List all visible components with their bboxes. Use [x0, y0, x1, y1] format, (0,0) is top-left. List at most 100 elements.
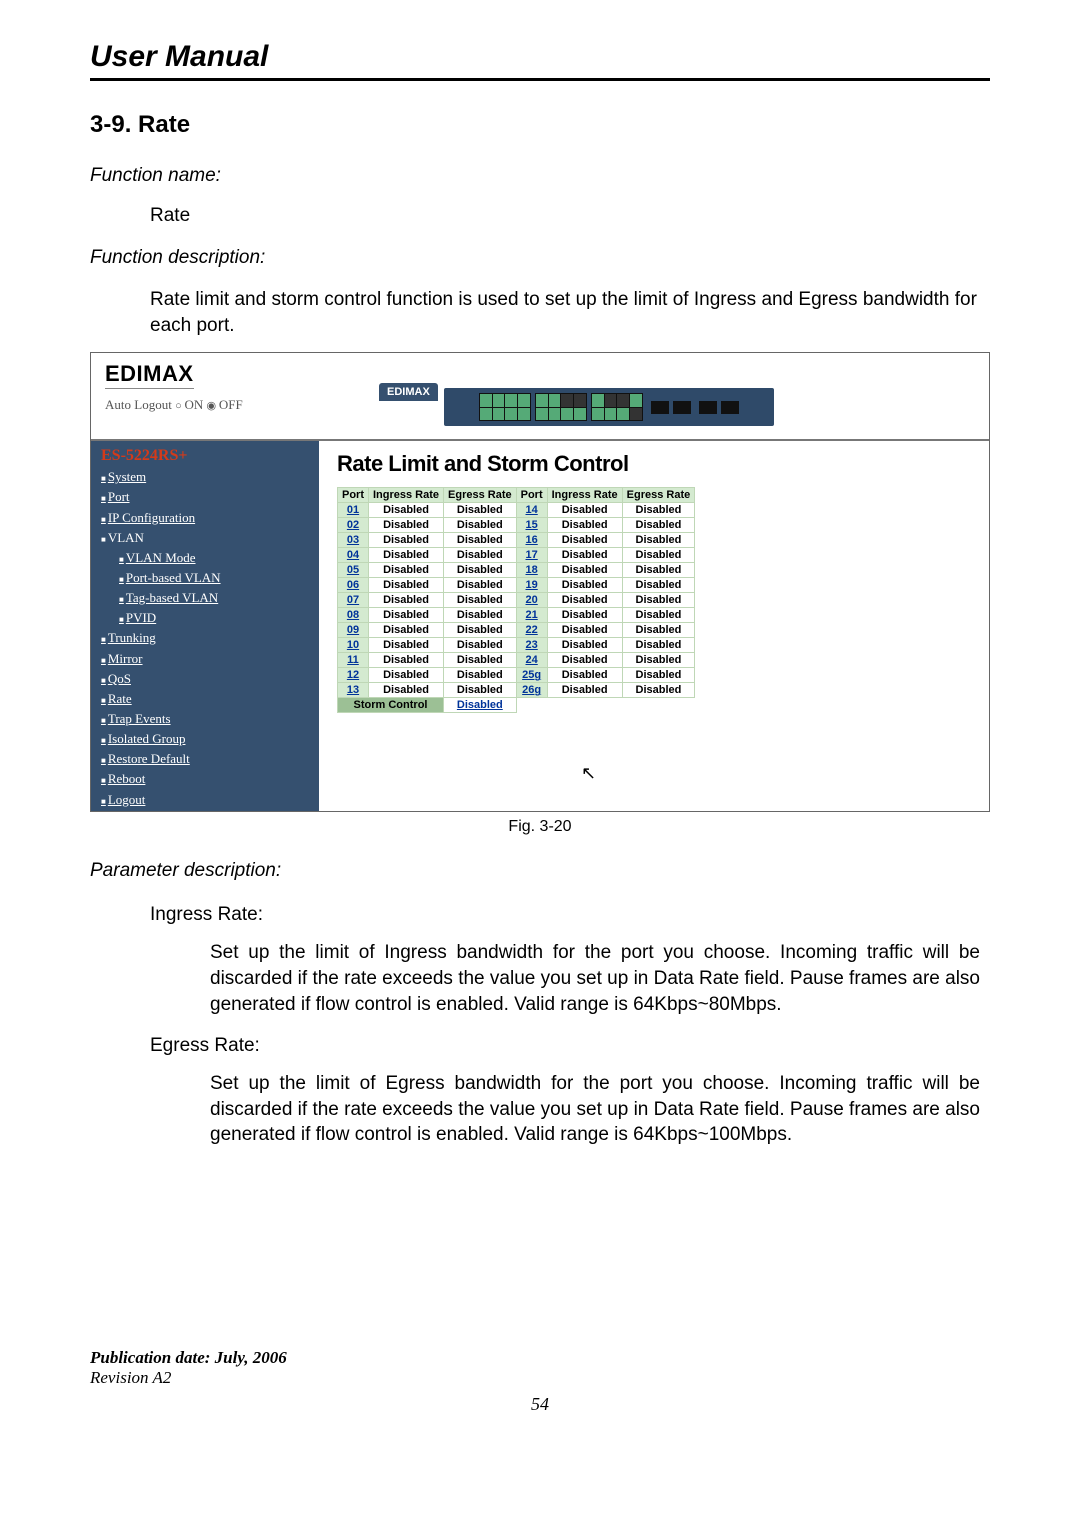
table-cell: Disabled: [547, 623, 622, 638]
nav-item[interactable]: Port: [101, 487, 319, 507]
port-link[interactable]: 22: [526, 624, 538, 636]
port-link[interactable]: 05: [347, 564, 359, 576]
nav-item[interactable]: Restore Default: [101, 749, 319, 769]
function-description-label: Function description:: [90, 247, 990, 269]
table-cell: Disabled: [622, 533, 695, 548]
port-link[interactable]: 09: [347, 624, 359, 636]
port-link[interactable]: 26g: [522, 684, 541, 696]
parameter-description-label: Parameter description:: [90, 860, 990, 882]
sidebar-nav: ES-5224RS+ SystemPortIP ConfigurationVLA…: [91, 441, 319, 811]
on-label: ON: [184, 397, 203, 412]
port-link[interactable]: 01: [347, 504, 359, 516]
nav-item[interactable]: Trap Events: [101, 709, 319, 729]
port-link[interactable]: 03: [347, 534, 359, 546]
nav-item[interactable]: Isolated Group: [101, 729, 319, 749]
model-label: ES-5224RS+: [101, 447, 319, 465]
port-link[interactable]: 15: [526, 519, 538, 531]
table-cell: Disabled: [547, 668, 622, 683]
port-link[interactable]: 20: [526, 594, 538, 606]
radio-off[interactable]: ◉: [207, 400, 219, 412]
table-cell: Disabled: [622, 668, 695, 683]
table-cell: Disabled: [369, 563, 444, 578]
table-cell: Disabled: [444, 533, 517, 548]
nav-item[interactable]: Port-based VLAN: [119, 568, 319, 588]
port-link[interactable]: 24: [526, 654, 538, 666]
nav-item[interactable]: Tag-based VLAN: [119, 588, 319, 608]
table-cell: Disabled: [547, 503, 622, 518]
table-cell: Disabled: [547, 518, 622, 533]
section-heading: 3-9. Rate: [90, 111, 990, 139]
nav-item[interactable]: VLAN Mode: [119, 548, 319, 568]
table-row: 01DisabledDisabled14DisabledDisabled: [338, 503, 695, 518]
table-cell: Disabled: [369, 608, 444, 623]
table-header-cell: Egress Rate: [622, 488, 695, 503]
nav-item[interactable]: Mirror: [101, 649, 319, 669]
table-row: 04DisabledDisabled17DisabledDisabled: [338, 548, 695, 563]
table-cell: Disabled: [622, 653, 695, 668]
table-cell: Disabled: [369, 503, 444, 518]
nav-item[interactable]: Trunking: [101, 628, 319, 648]
table-cell: Disabled: [622, 683, 695, 698]
table-cell: Disabled: [444, 668, 517, 683]
nav-item[interactable]: Logout: [101, 790, 319, 810]
function-name-value: Rate: [150, 205, 990, 227]
port-link[interactable]: 16: [526, 534, 538, 546]
port-link[interactable]: 23: [526, 639, 538, 651]
storm-control-link[interactable]: Disabled: [457, 699, 503, 711]
publication-date: Publication date: July, 2006: [90, 1348, 990, 1368]
table-header-cell: Ingress Rate: [547, 488, 622, 503]
port-link[interactable]: 02: [347, 519, 359, 531]
nav-item[interactable]: Rate: [101, 689, 319, 709]
ingress-rate-body: Set up the limit of Ingress bandwidth fo…: [210, 940, 980, 1017]
nav-item[interactable]: Reboot: [101, 769, 319, 789]
table-row: 03DisabledDisabled16DisabledDisabled: [338, 533, 695, 548]
table-cell: Disabled: [369, 518, 444, 533]
table-cell: Disabled: [622, 503, 695, 518]
port-link[interactable]: 18: [526, 564, 538, 576]
port-link[interactable]: 13: [347, 684, 359, 696]
table-cell: Disabled: [444, 503, 517, 518]
port-link[interactable]: 10: [347, 639, 359, 651]
port-link[interactable]: 25g: [522, 669, 541, 681]
nav-item[interactable]: PVID: [119, 608, 319, 628]
auto-logout-label: Auto Logout: [105, 397, 172, 412]
port-link[interactable]: 08: [347, 609, 359, 621]
nav-item[interactable]: IP Configuration: [101, 508, 319, 528]
table-header-cell: Port: [516, 488, 547, 503]
table-cell: Disabled: [547, 683, 622, 698]
table-cell: Disabled: [622, 548, 695, 563]
port-link[interactable]: 21: [526, 609, 538, 621]
table-row: 13DisabledDisabled26gDisabledDisabled: [338, 683, 695, 698]
port-link[interactable]: 11: [347, 654, 359, 666]
table-cell: Disabled: [547, 533, 622, 548]
table-cell: Disabled: [369, 623, 444, 638]
table-row: 10DisabledDisabled23DisabledDisabled: [338, 638, 695, 653]
table-cell: Disabled: [547, 548, 622, 563]
device-image: [444, 388, 774, 426]
table-cell: Disabled: [622, 593, 695, 608]
off-label: OFF: [219, 397, 243, 412]
auto-logout-row: Auto Logout ○ ON ◉ OFF: [105, 397, 319, 413]
port-link[interactable]: 12: [347, 669, 359, 681]
table-cell: Disabled: [547, 563, 622, 578]
table-cell: Disabled: [369, 533, 444, 548]
manual-title: User Manual: [90, 40, 990, 81]
table-cell: Disabled: [444, 683, 517, 698]
port-link[interactable]: 14: [526, 504, 538, 516]
device-tab: EDIMAX: [379, 383, 438, 401]
port-link[interactable]: 19: [526, 579, 538, 591]
egress-rate-label: Egress Rate:: [150, 1035, 990, 1057]
table-cell: Disabled: [547, 638, 622, 653]
table-row: 06DisabledDisabled19DisabledDisabled: [338, 578, 695, 593]
nav-item[interactable]: VLAN: [101, 528, 319, 548]
table-cell: Disabled: [369, 653, 444, 668]
port-link[interactable]: 07: [347, 594, 359, 606]
edimax-logo: EDIMAX: [105, 361, 194, 389]
table-cell: Disabled: [622, 608, 695, 623]
port-link[interactable]: 17: [526, 549, 538, 561]
port-link[interactable]: 04: [347, 549, 359, 561]
port-link[interactable]: 06: [347, 579, 359, 591]
table-cell: Disabled: [622, 518, 695, 533]
nav-item[interactable]: QoS: [101, 669, 319, 689]
nav-item[interactable]: System: [101, 467, 319, 487]
